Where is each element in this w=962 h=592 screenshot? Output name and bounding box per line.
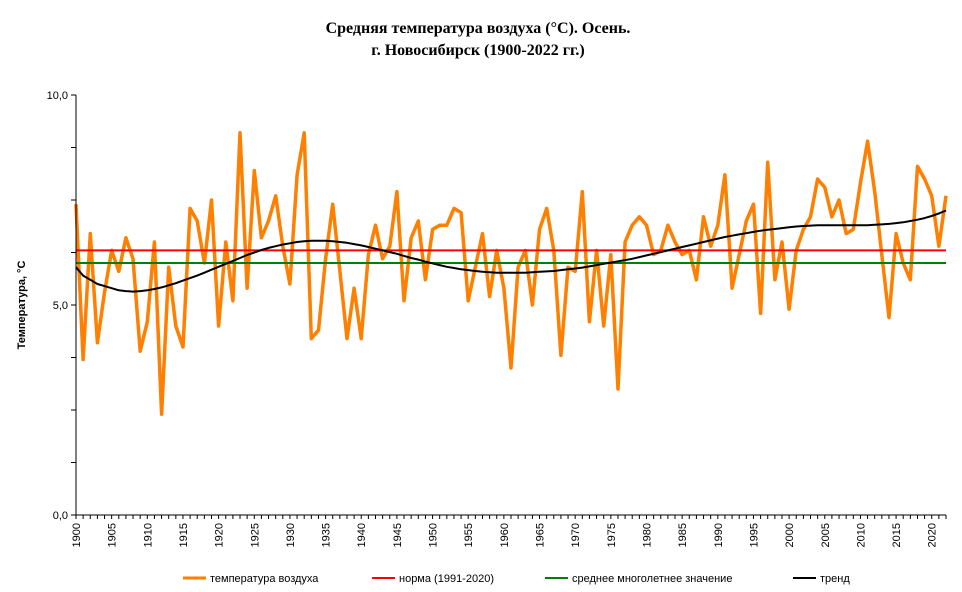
y-tick-label: 0,0 — [53, 510, 68, 522]
x-tick-label: 1920 — [214, 523, 226, 547]
y-tick-label: 5,0 — [53, 300, 68, 312]
legend: температура воздуха норма (1991-2020) сред… — [183, 573, 850, 585]
x-tick-label: 1935 — [321, 523, 333, 547]
x-tick-label: 1965 — [535, 523, 547, 547]
y-tick-label: 10,0 — [47, 90, 68, 102]
x-tick-label: 1980 — [641, 523, 653, 547]
axes: 0,0 5,0 10,0 1900 1905 1910 1915 1920 1925 1930 19… — [47, 90, 947, 547]
y-axis-label: Температура, °С — [16, 261, 28, 350]
x-tick-label: 2010 — [855, 523, 867, 547]
plot-area — [74, 131, 948, 416]
chart-subtitle: г. Новосибирск (1900-2022 гг.) — [371, 42, 585, 59]
x-tick-label: 2005 — [820, 523, 832, 547]
legend-label: температура воздуха — [210, 573, 319, 585]
x-tick-label: 1940 — [356, 523, 368, 547]
x-tick-label: 2020 — [927, 523, 939, 547]
x-tick-label: 1905 — [107, 523, 119, 547]
chart-title: Средняя температура воздуха (°С). Осень. — [326, 20, 631, 37]
x-tick-label: 1995 — [748, 523, 760, 547]
x-tick-label: 1950 — [428, 523, 440, 547]
legend-label: тренд — [820, 573, 850, 585]
x-tick-label: 1975 — [606, 523, 618, 547]
series-3-line — [75, 209, 947, 293]
x-tick-label: 1990 — [713, 523, 725, 547]
x-tick-label: 1955 — [463, 523, 475, 547]
x-tick-label: 1960 — [499, 523, 511, 547]
x-tick-label: 1900 — [71, 523, 83, 547]
legend-label: среднее многолетнее значение — [572, 573, 732, 585]
x-tick-label: 1985 — [677, 523, 689, 547]
x-tick-label: 2000 — [784, 523, 796, 547]
x-tick-label: 1930 — [285, 523, 297, 547]
x-tick-label: 1970 — [570, 523, 582, 547]
x-tick-label: 1910 — [142, 523, 154, 547]
x-tick-label: 1915 — [178, 523, 190, 547]
x-tick-label: 1925 — [249, 523, 261, 547]
legend-label: норма (1991-2020) — [399, 573, 494, 585]
x-tick-label: 1945 — [392, 523, 404, 547]
series-0-line — [74, 131, 948, 416]
x-tick-label: 2015 — [891, 523, 903, 547]
